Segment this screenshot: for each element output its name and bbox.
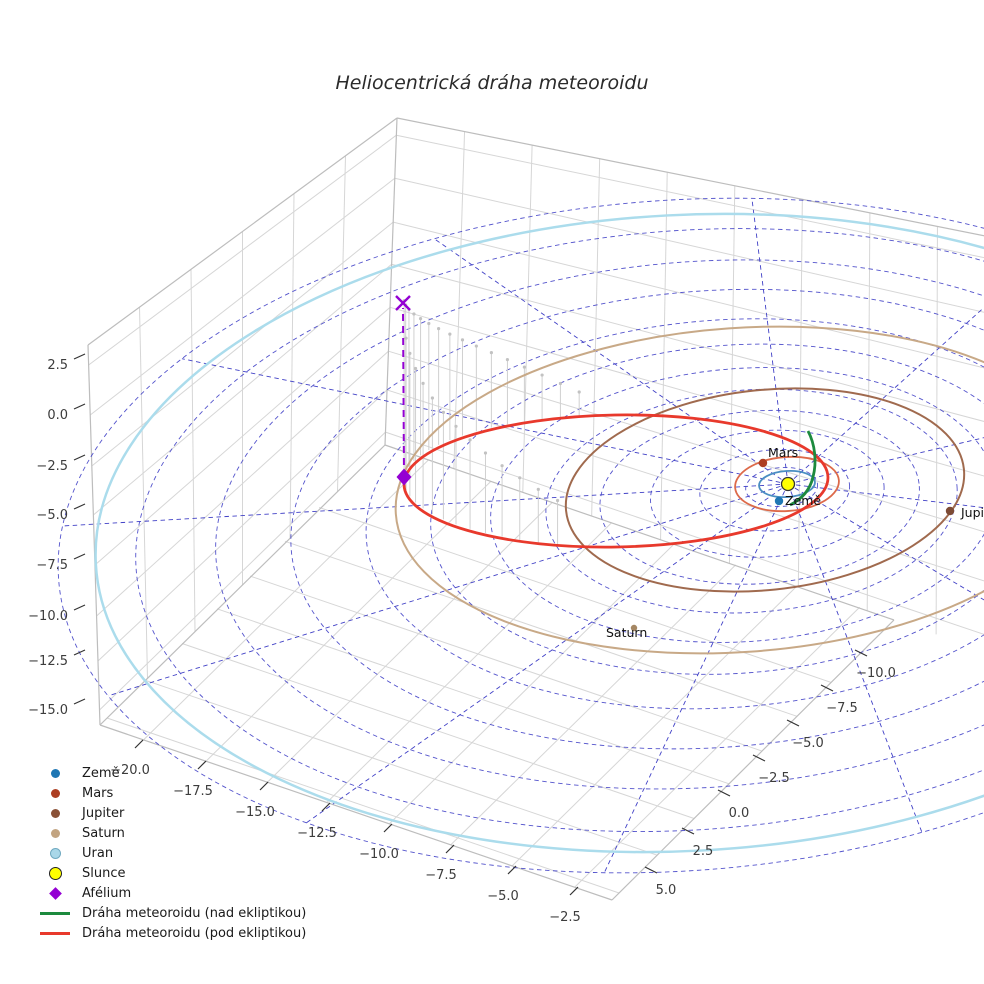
z-tick-label: −7.5	[36, 558, 68, 573]
y-tick-label: −5.0	[792, 736, 824, 751]
y-tick-label: 5.0	[656, 883, 677, 898]
x-tick-label: −12.5	[297, 826, 337, 841]
z-tick-label: −15.0	[28, 703, 68, 718]
label-mars: Mars	[768, 445, 798, 460]
legend-item-7: Afélium	[40, 883, 306, 903]
orbit-saturn	[394, 325, 984, 655]
legend-item-8: Dráha meteoroidu (nad ekliptikou)	[40, 903, 306, 923]
y-tick-label: −10.0	[856, 666, 896, 681]
trajectory-below-ecliptic	[402, 413, 830, 549]
trajectory-above-ecliptic	[789, 430, 817, 507]
legend-item-4: Saturn	[40, 823, 306, 843]
legend-label: Saturn	[82, 825, 125, 841]
label-saturn: Saturn	[606, 625, 647, 640]
legend-marker-dot-icon	[40, 828, 70, 838]
label-zeme: Země	[785, 493, 821, 508]
legend: Země Mars Jupiter Saturn Uran Slunce Afélium Dr…	[40, 763, 306, 943]
legend-label: Dráha meteoroidu (pod ekliptikou)	[82, 925, 307, 941]
legend-marker-line-icon	[40, 911, 70, 915]
legend-marker-line-icon	[40, 931, 70, 935]
legend-item-2: Mars	[40, 783, 306, 803]
orbit-uran	[94, 212, 984, 854]
y-tick-label: −7.5	[826, 701, 858, 716]
y-tick-label: 0.0	[729, 806, 750, 821]
orbit-jupiter	[564, 387, 966, 593]
x-tick-label: −15.0	[235, 805, 275, 820]
z-tick-label: −12.5	[28, 654, 68, 669]
legend-label: Mars	[82, 785, 114, 801]
x-tick-label: −10.0	[359, 847, 399, 862]
saturn-marker	[630, 624, 638, 632]
legend-marker-diamond-icon	[40, 886, 70, 900]
legend-marker-dot-icon	[40, 808, 70, 818]
earth-marker	[774, 496, 784, 506]
z-tick-label: −10.0	[28, 609, 68, 624]
legend-label: Dráha meteoroidu (nad ekliptikou)	[82, 905, 307, 921]
x-tick-label: −2.5	[549, 910, 581, 925]
legend-label: Uran	[82, 845, 114, 861]
legend-marker-dot-icon	[40, 768, 70, 778]
orbit-zeme	[758, 469, 816, 499]
chart-title: Heliocentrická dráha meteoroidu	[335, 72, 649, 94]
planet-orbits	[94, 212, 984, 854]
x-tick-label: −17.5	[173, 784, 213, 799]
legend-marker-dot-icon	[40, 788, 70, 798]
legend-marker-dot-icon	[40, 847, 70, 859]
legend-item-1: Země	[40, 763, 306, 783]
legend-label: Jupiter	[82, 805, 125, 821]
z-tick-label: 2.5	[47, 358, 68, 373]
x-tick-label: −7.5	[425, 868, 457, 883]
legend-item-9: Dráha meteoroidu (pod ekliptikou)	[40, 923, 306, 943]
legend-label: Země	[82, 765, 120, 781]
x-tick-label: −5.0	[487, 889, 519, 904]
z-tick-label: −2.5	[36, 459, 68, 474]
y-tick-label: 2.5	[693, 844, 714, 859]
legend-item-5: Uran	[40, 843, 306, 863]
aphelion-diamond	[396, 468, 412, 486]
legend-label: Afélium	[82, 885, 132, 901]
mars-marker	[758, 458, 768, 468]
body-markers	[630, 458, 955, 632]
axis-ticks: −20.0 −17.5 −15.0 −12.5 −10.0 −7.5 −5.0 −2.5 −10…	[28, 353, 896, 925]
x-tick-label: −20.0	[110, 763, 150, 778]
aphelion-group	[395, 295, 412, 486]
legend-label: Slunce	[82, 865, 126, 881]
legend-item-3: Jupiter	[40, 803, 306, 823]
z-tick-label: −5.0	[36, 508, 68, 523]
sun-marker	[780, 476, 796, 492]
axes-panes	[87, 117, 984, 901]
projection-stems	[402, 299, 581, 545]
meteoroid-trajectory	[402, 413, 830, 549]
orbit-mars	[734, 455, 840, 513]
z-tick-label: 0.0	[47, 408, 68, 423]
jupiter-marker	[945, 506, 955, 516]
label-jupiter: Jupiter	[960, 505, 984, 520]
legend-item-6: Slunce	[40, 863, 306, 883]
y-tick-label: −2.5	[758, 771, 790, 786]
body-labels: Mars Země Saturn Jupiter	[606, 445, 984, 640]
legend-marker-dot-big-icon	[40, 866, 70, 880]
